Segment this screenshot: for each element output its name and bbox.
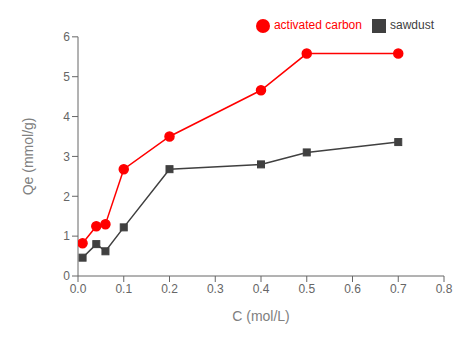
svg-text:0.0: 0.0 <box>70 282 87 296</box>
svg-text:4: 4 <box>63 110 70 124</box>
svg-text:0.4: 0.4 <box>253 282 270 296</box>
svg-text:0.7: 0.7 <box>390 282 407 296</box>
svg-text:2: 2 <box>63 190 70 204</box>
svg-text:Qe (mmol/g): Qe (mmol/g) <box>20 118 36 196</box>
svg-text:0.8: 0.8 <box>436 282 453 296</box>
svg-text:6: 6 <box>63 30 70 44</box>
svg-text:5: 5 <box>63 70 70 84</box>
svg-text:C (mol/L): C (mol/L) <box>232 308 290 324</box>
svg-text:0.3: 0.3 <box>207 282 224 296</box>
svg-text:0.6: 0.6 <box>344 282 361 296</box>
svg-text:0.2: 0.2 <box>161 282 178 296</box>
html-text:sawdust: sawdust <box>390 18 434 32</box>
svg-text:1: 1 <box>63 229 70 243</box>
svg-text:3: 3 <box>63 150 70 164</box>
svg-text:0.5: 0.5 <box>298 282 315 296</box>
svg-text:0.1: 0.1 <box>115 282 132 296</box>
svg-text:0: 0 <box>63 269 70 283</box>
html-text:activated carbon: activated carbon <box>273 18 362 32</box>
